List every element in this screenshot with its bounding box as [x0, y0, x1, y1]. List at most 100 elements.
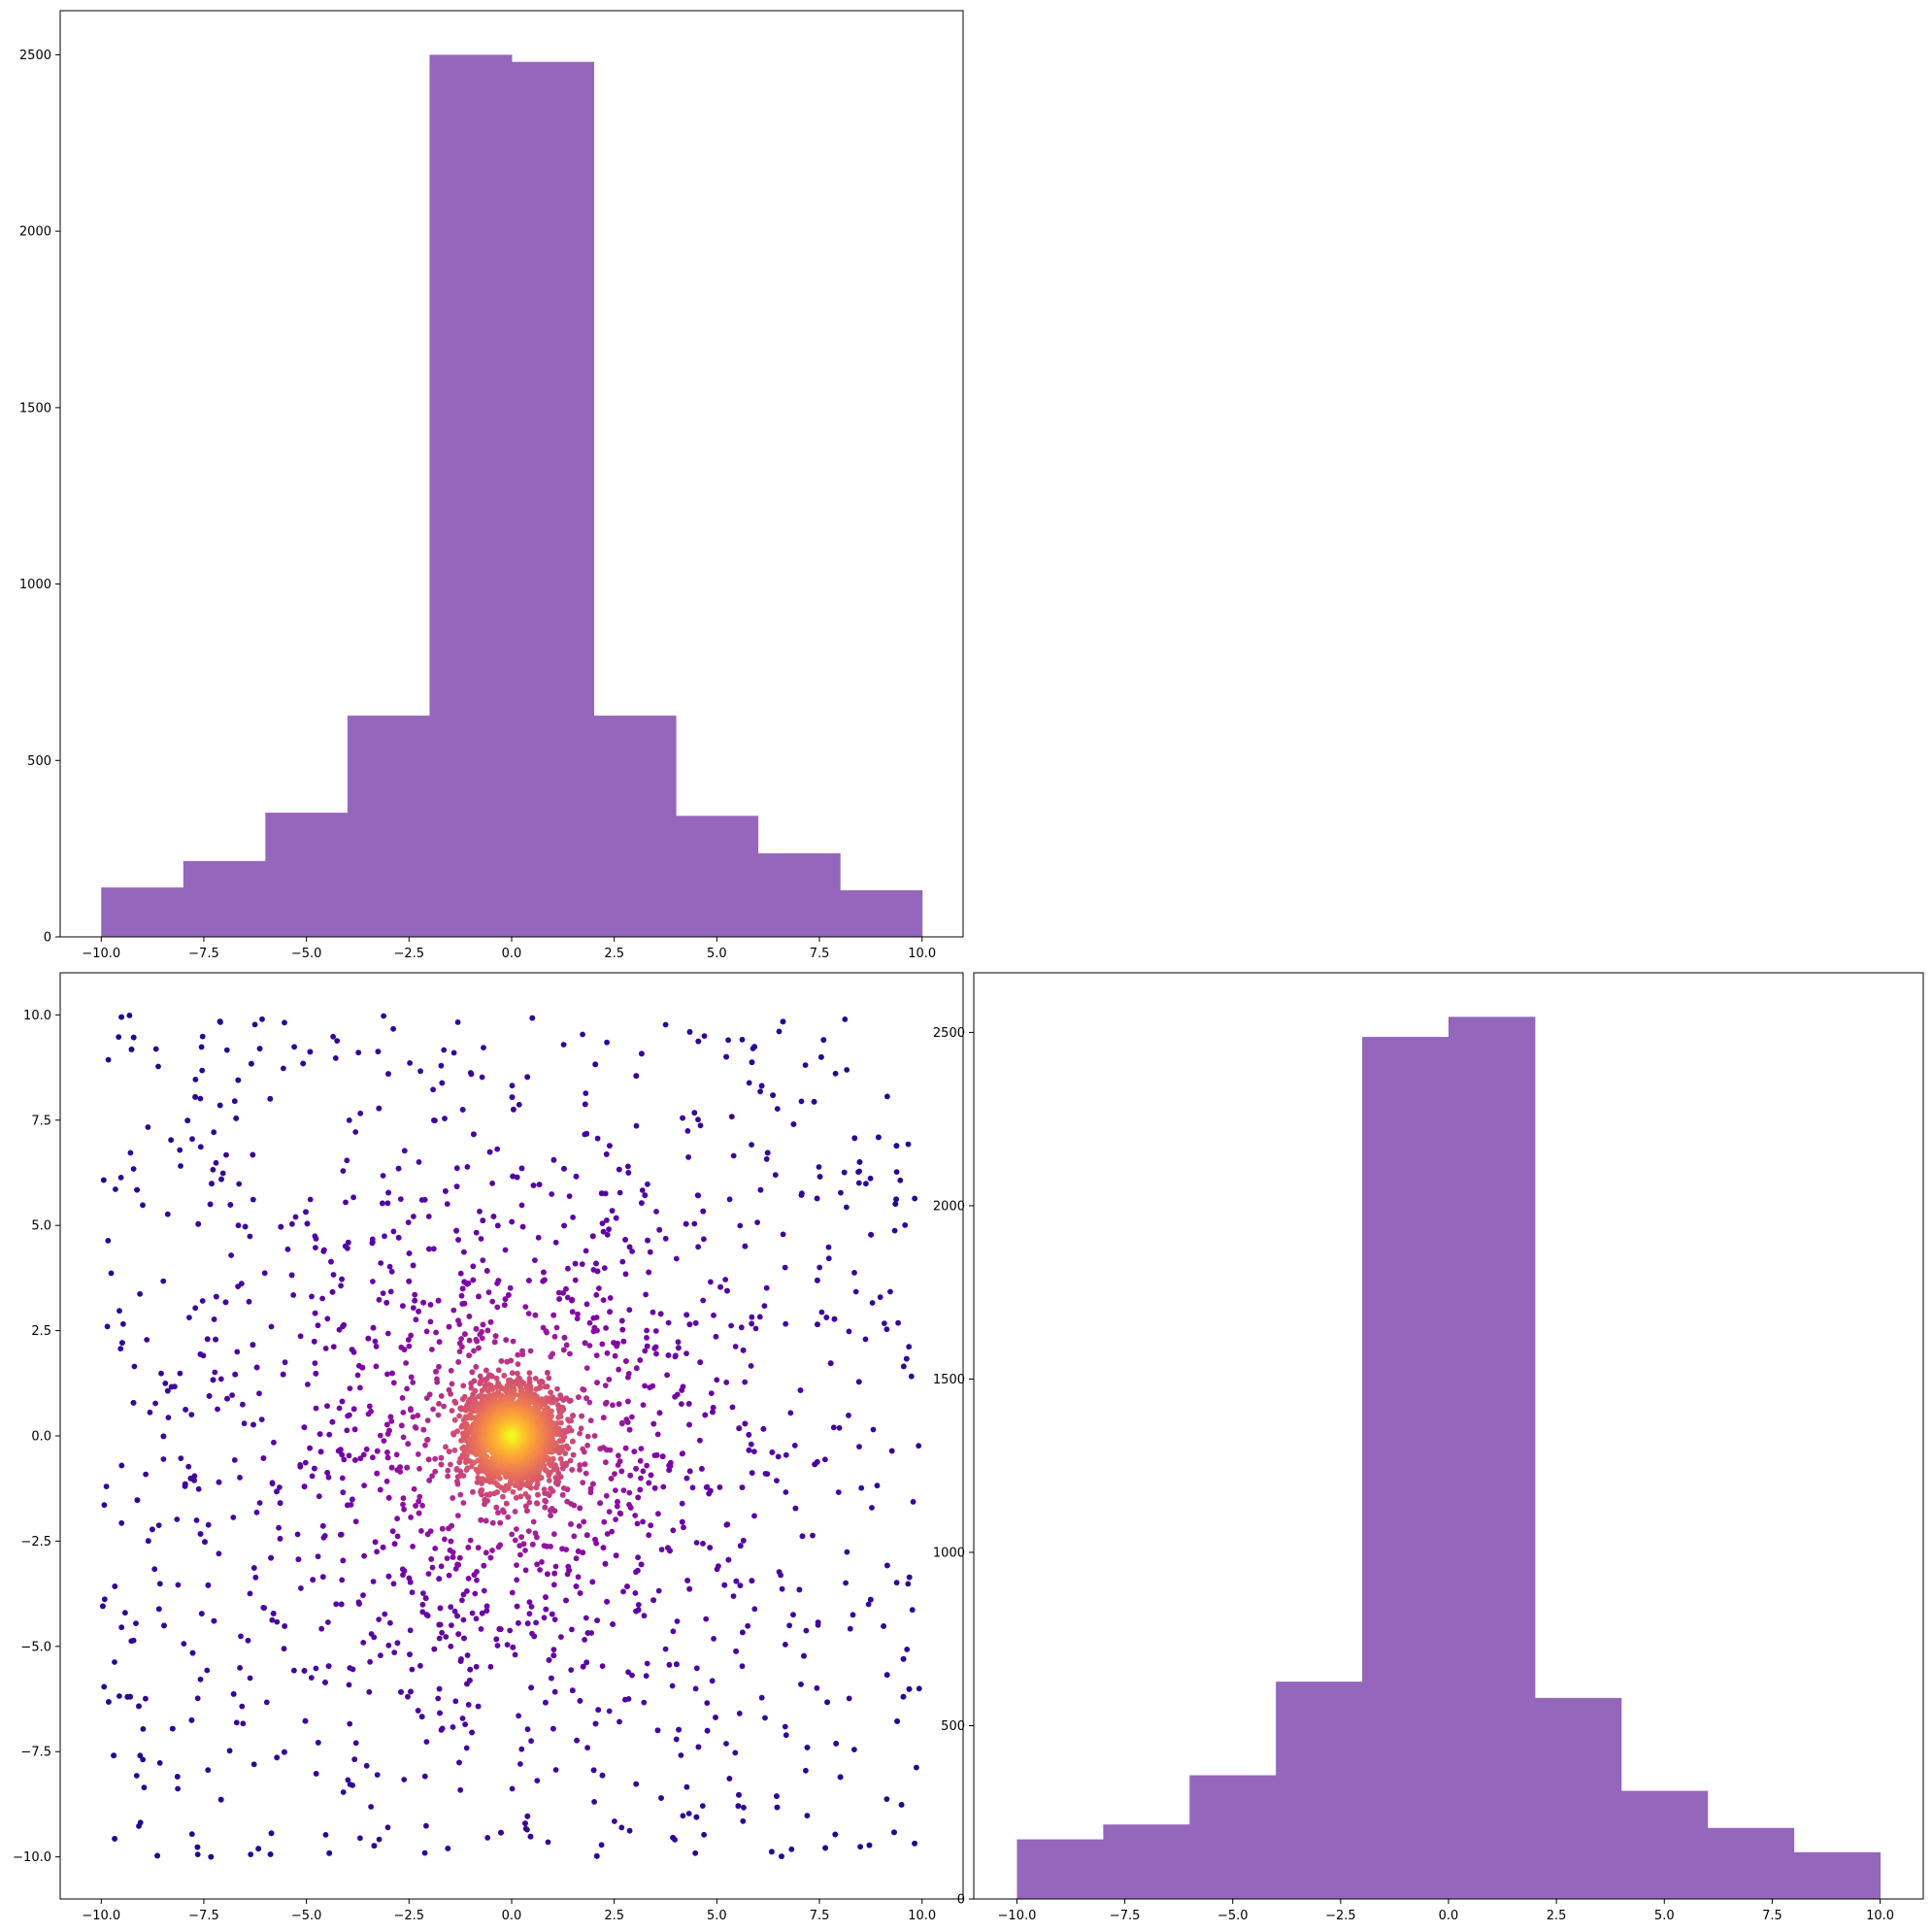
scatter-point — [469, 1610, 476, 1616]
scatter-point — [522, 1304, 529, 1310]
scatter-point — [662, 1235, 669, 1242]
scatter-point — [883, 1672, 890, 1679]
scatter-point — [374, 1772, 381, 1778]
scatter-point — [274, 1488, 280, 1495]
scatter-point — [215, 1406, 220, 1413]
scatter-point — [211, 1617, 217, 1624]
scatter-point — [810, 1532, 816, 1539]
scatter-point — [281, 1065, 286, 1072]
scatter-point — [305, 1382, 311, 1387]
scatter-point — [551, 1616, 558, 1622]
scatter-point — [156, 1581, 163, 1587]
scatter-point — [608, 1476, 615, 1482]
scatter-point — [274, 1618, 281, 1625]
scatter-point — [380, 1290, 386, 1296]
scatter-point — [638, 1475, 644, 1482]
scatter-point — [486, 1149, 493, 1155]
scatter-point — [640, 1468, 647, 1475]
scatter-point — [309, 1473, 316, 1480]
scatter-point — [616, 1366, 622, 1373]
scatter-point — [542, 1504, 549, 1511]
scatter-point — [429, 1347, 435, 1352]
scatter-point — [666, 1462, 672, 1469]
scatter-point — [529, 1630, 535, 1637]
scatter-point — [627, 1472, 634, 1479]
scatter-point — [168, 1137, 175, 1144]
scatter-point — [445, 1467, 451, 1474]
scatter-point — [703, 1484, 710, 1490]
scatter-point — [504, 1642, 511, 1648]
scatter-point — [791, 1443, 798, 1449]
scatter-point — [676, 1726, 682, 1733]
scatter-point — [155, 1063, 161, 1070]
scatter-point — [635, 1602, 642, 1608]
scatter-point — [313, 1405, 319, 1412]
scatter-point — [526, 1370, 533, 1376]
scatter-point — [816, 1174, 823, 1180]
scatter-point — [284, 1246, 291, 1252]
scatter-point — [762, 1471, 769, 1477]
scatter-point — [645, 1181, 650, 1187]
histogram-bar — [183, 860, 266, 937]
scatter-point — [510, 1173, 516, 1180]
scatter-point — [422, 1442, 428, 1449]
scatter-point — [444, 1555, 450, 1561]
scatter-point — [633, 1465, 639, 1472]
scatter-point — [868, 1231, 874, 1238]
scatter-point — [501, 1302, 508, 1309]
scatter-point — [427, 1528, 434, 1534]
scatter-point — [487, 1318, 494, 1325]
scatter-point — [555, 1415, 562, 1420]
scatter-point — [454, 1613, 460, 1619]
scatter-point — [725, 1037, 731, 1044]
scatter-point — [247, 1590, 253, 1597]
scatter-point — [548, 1353, 554, 1360]
scatter-point — [425, 1214, 432, 1219]
scatter-point — [383, 1299, 390, 1306]
scatter-point — [607, 1309, 613, 1316]
scatter-point — [593, 1260, 599, 1267]
scatter-point — [642, 1382, 648, 1389]
scatter-point — [612, 1352, 618, 1359]
scatter-point — [553, 1479, 559, 1485]
scatter-point — [419, 1601, 426, 1608]
scatter-point — [803, 1627, 810, 1634]
scatter-point — [869, 1505, 875, 1511]
scatter-point — [599, 1663, 606, 1669]
scatter-point — [332, 1055, 339, 1061]
scatter-point — [591, 1799, 597, 1805]
scatter-point — [205, 1767, 212, 1774]
scatter-point — [441, 1047, 448, 1053]
scatter-point — [347, 1720, 353, 1727]
histogram-bar — [101, 887, 184, 937]
scatter-point — [774, 1478, 780, 1483]
scatter-point — [815, 1619, 821, 1625]
scatter-point — [207, 1201, 214, 1208]
scatter-point — [576, 1394, 582, 1400]
scatter-point — [193, 1517, 200, 1523]
scatter-point — [888, 1448, 895, 1454]
scatter-point — [612, 1818, 617, 1824]
scatter-point — [460, 1473, 467, 1479]
scatter-point — [421, 1196, 428, 1203]
scatter-point — [303, 1209, 309, 1216]
scatter-point — [321, 1533, 328, 1539]
scatter-point — [633, 1122, 640, 1129]
scatter-point — [851, 1270, 857, 1276]
scatter-point — [439, 1080, 446, 1086]
scatter-point — [352, 1740, 359, 1747]
scatter-point — [884, 1093, 890, 1100]
scatter-point — [298, 1585, 304, 1591]
scatter-point — [737, 1543, 744, 1549]
scatter-point — [710, 1404, 716, 1411]
scatter-point — [195, 1485, 202, 1492]
scatter-point — [446, 1449, 452, 1454]
scatter-point — [467, 1537, 474, 1544]
scatter-point — [438, 1062, 445, 1069]
scatter-point — [851, 1135, 858, 1142]
scatter-point — [429, 1473, 435, 1480]
scatter-point — [456, 1413, 462, 1419]
scatter-point — [498, 1358, 505, 1364]
scatter-point — [449, 1522, 454, 1529]
